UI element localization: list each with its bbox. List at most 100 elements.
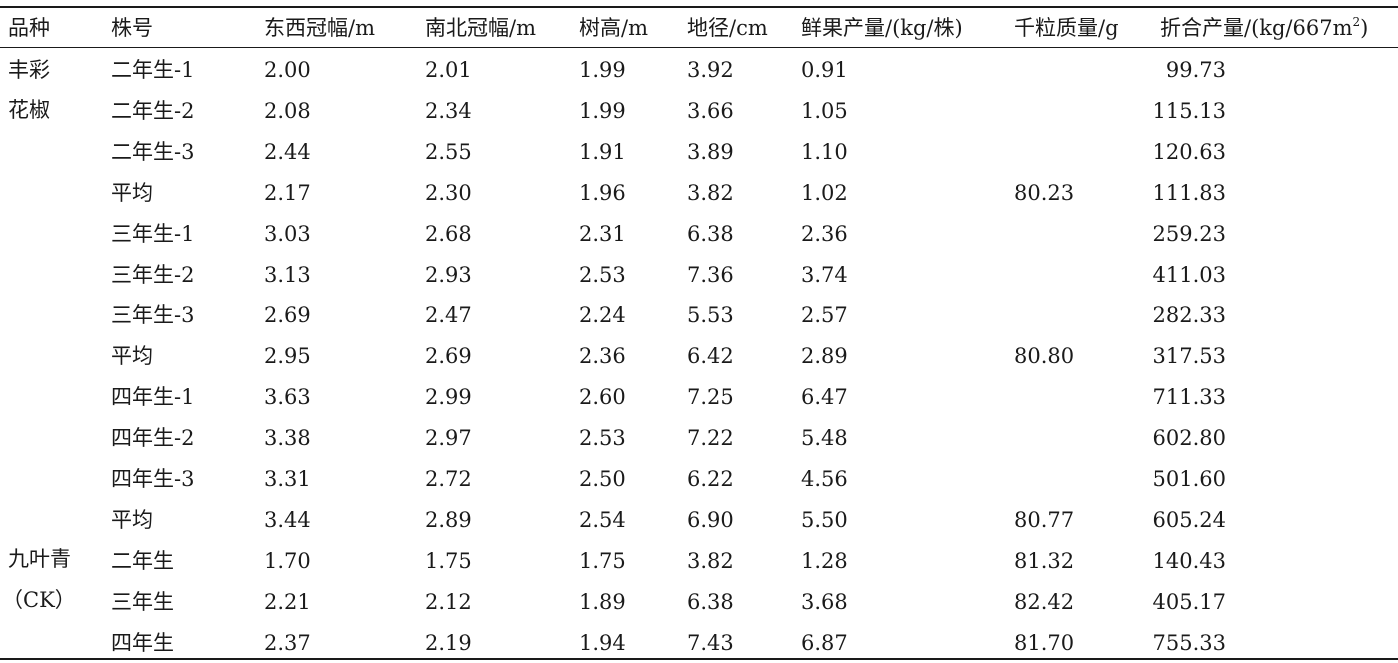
cell-fresh-fruit-yield: 1.05	[801, 99, 848, 123]
cell-ew-crown: 3.63	[264, 385, 311, 409]
cell-ground-diameter: 3.82	[687, 549, 734, 573]
cell-ew-crown: 2.17	[264, 181, 311, 205]
cell-fresh-fruit-yield: 1.10	[801, 140, 848, 164]
cell-thousand-grain-weight: 81.70	[1014, 631, 1075, 655]
cell-ns-crown: 1.75	[425, 549, 472, 573]
cell-thousand-grain-weight: 80.80	[1014, 344, 1075, 368]
cell-tree-height: 2.24	[579, 303, 626, 327]
cell-ns-crown: 2.47	[425, 303, 472, 327]
cell-converted-yield: 501.60	[1152, 467, 1226, 491]
cell-ns-crown: 2.30	[425, 181, 472, 205]
cell-ground-diameter: 6.38	[687, 590, 734, 614]
cell-plant-id: 四年生-3	[111, 467, 195, 491]
cell-ns-crown: 2.19	[425, 631, 472, 655]
cell-thousand-grain-weight: 80.23	[1014, 181, 1075, 205]
cell-ns-crown: 2.99	[425, 385, 472, 409]
cell-plant-id: 三年生-2	[111, 263, 195, 287]
cell-plant-id: 三年生-3	[111, 303, 195, 327]
cell-ground-diameter: 7.43	[687, 631, 734, 655]
cell-fresh-fruit-yield: 1.02	[801, 181, 848, 205]
cell-ground-diameter: 3.82	[687, 181, 734, 205]
cell-fresh-fruit-yield: 4.56	[801, 467, 848, 491]
cell-converted-yield: 405.17	[1152, 590, 1226, 614]
cell-plant-id: 平均	[111, 508, 153, 532]
cell-ew-crown: 2.69	[264, 303, 311, 327]
cell-converted-yield: 711.33	[1152, 385, 1226, 409]
cell-ew-crown: 2.00	[264, 58, 311, 82]
cell-ground-diameter: 7.36	[687, 263, 734, 287]
cell-converted-yield: 111.83	[1152, 181, 1226, 205]
cell-converted-yield: 602.80	[1152, 426, 1226, 450]
cell-fresh-fruit-yield: 2.36	[801, 222, 848, 246]
cell-fresh-fruit-yield: 2.89	[801, 344, 848, 368]
cell-ns-crown: 2.93	[425, 263, 472, 287]
variety-2-line-2: （CK）	[2, 588, 76, 612]
header-ew-crown: 东西冠幅/m	[264, 16, 375, 40]
cell-ns-crown: 2.34	[425, 99, 472, 123]
cell-ground-diameter: 3.89	[687, 140, 734, 164]
cell-plant-id: 平均	[111, 344, 153, 368]
cell-tree-height: 1.96	[579, 181, 626, 205]
cell-fresh-fruit-yield: 6.87	[801, 631, 848, 655]
cell-ns-crown: 2.68	[425, 222, 472, 246]
header-ground-diameter: 地径/cm	[687, 16, 768, 40]
cell-fresh-fruit-yield: 6.47	[801, 385, 848, 409]
cell-fresh-fruit-yield: 2.57	[801, 303, 848, 327]
cell-ground-diameter: 6.22	[687, 467, 734, 491]
cell-ew-crown: 2.21	[264, 590, 311, 614]
cell-ns-crown: 2.12	[425, 590, 472, 614]
cell-ground-diameter: 3.92	[687, 58, 734, 82]
cell-plant-id: 三年生-1	[111, 222, 195, 246]
cell-tree-height: 1.75	[579, 549, 626, 573]
cell-plant-id: 四年生-2	[111, 426, 195, 450]
cell-plant-id: 二年生-3	[111, 140, 195, 164]
cell-converted-yield: 411.03	[1152, 263, 1226, 287]
cell-ew-crown: 2.37	[264, 631, 311, 655]
table-bottom-rule	[0, 658, 1398, 660]
cell-ew-crown: 3.38	[264, 426, 311, 450]
header-ns-crown: 南北冠幅/m	[425, 16, 536, 40]
cell-tree-height: 1.91	[579, 140, 626, 164]
variety-2-line-1: 九叶青	[8, 547, 71, 571]
cell-ew-crown: 3.31	[264, 467, 311, 491]
cell-converted-yield: 317.53	[1152, 344, 1226, 368]
cell-ground-diameter: 3.66	[687, 99, 734, 123]
cell-fresh-fruit-yield: 0.91	[801, 58, 848, 82]
cell-tree-height: 1.99	[579, 99, 626, 123]
cell-thousand-grain-weight: 80.77	[1014, 508, 1075, 532]
cell-ground-diameter: 6.42	[687, 344, 734, 368]
cell-converted-yield: 282.33	[1152, 303, 1226, 327]
cell-fresh-fruit-yield: 3.68	[801, 590, 848, 614]
cell-ew-crown: 3.44	[264, 508, 311, 532]
cell-tree-height: 2.53	[579, 263, 626, 287]
cell-tree-height: 1.94	[579, 631, 626, 655]
cell-fresh-fruit-yield: 5.50	[801, 508, 848, 532]
cell-tree-height: 2.60	[579, 385, 626, 409]
header-fresh-fruit-yield: 鲜果产量/(kg/株)	[801, 16, 963, 40]
cell-fresh-fruit-yield: 3.74	[801, 263, 848, 287]
cell-ew-crown: 1.70	[264, 549, 311, 573]
cell-ns-crown: 2.97	[425, 426, 472, 450]
cell-thousand-grain-weight: 81.32	[1014, 549, 1075, 573]
table-top-rule	[0, 6, 1398, 8]
cell-ground-diameter: 7.22	[687, 426, 734, 450]
cell-converted-yield: 115.13	[1152, 99, 1226, 123]
cell-ns-crown: 2.01	[425, 58, 472, 82]
header-plant-id: 株号	[111, 16, 153, 40]
variety-1-line-2: 花椒	[8, 98, 50, 122]
cell-plant-id: 四年生-1	[111, 385, 195, 409]
cell-converted-yield: 140.43	[1152, 549, 1226, 573]
cell-tree-height: 2.54	[579, 508, 626, 532]
cell-plant-id: 二年生-2	[111, 99, 195, 123]
cell-thousand-grain-weight: 82.42	[1014, 590, 1075, 614]
cell-plant-id: 平均	[111, 181, 153, 205]
cell-plant-id: 三年生	[111, 590, 174, 614]
cell-converted-yield: 99.73	[1165, 58, 1226, 82]
cell-ground-diameter: 5.53	[687, 303, 734, 327]
cell-ns-crown: 2.89	[425, 508, 472, 532]
cell-converted-yield: 120.63	[1152, 140, 1226, 164]
cell-converted-yield: 605.24	[1152, 508, 1226, 532]
cell-ground-diameter: 6.38	[687, 222, 734, 246]
cell-ew-crown: 3.13	[264, 263, 311, 287]
